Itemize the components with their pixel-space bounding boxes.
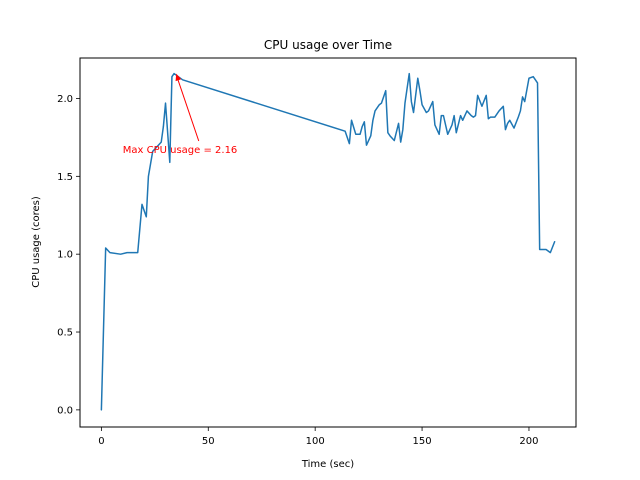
x-tick-label: 150 [413, 436, 432, 447]
plot-frame [79, 57, 577, 428]
chart-title: CPU usage over Time [264, 38, 392, 52]
y-axis: 0.0 0.5 1.0 1.5 2.0 [57, 94, 80, 416]
x-tick-label: 200 [519, 436, 538, 447]
y-tick-label: 0.5 [57, 328, 73, 339]
x-tick-label: 0 [98, 436, 104, 447]
y-tick-label: 1.5 [57, 172, 73, 183]
annotation-text: Max CPU usage = 2.16 [123, 145, 238, 156]
annotation-arrow [176, 77, 200, 142]
max-annotation: Max CPU usage = 2.16 [123, 73, 238, 156]
x-axis-label: Time (sec) [301, 459, 354, 470]
y-tick-label: 1.0 [57, 250, 73, 261]
x-tick-label: 100 [306, 436, 325, 447]
y-tick-label: 0.0 [57, 405, 73, 416]
annotation-arrowhead [175, 73, 182, 82]
x-tick-label: 50 [202, 436, 215, 447]
y-tick-label: 2.0 [57, 94, 73, 105]
series-line-0 [100, 72, 556, 411]
x-axis: 0 50 100 150 200 [98, 427, 539, 447]
y-axis-label: CPU usage (cores) [31, 196, 42, 288]
plot-area [100, 72, 556, 411]
